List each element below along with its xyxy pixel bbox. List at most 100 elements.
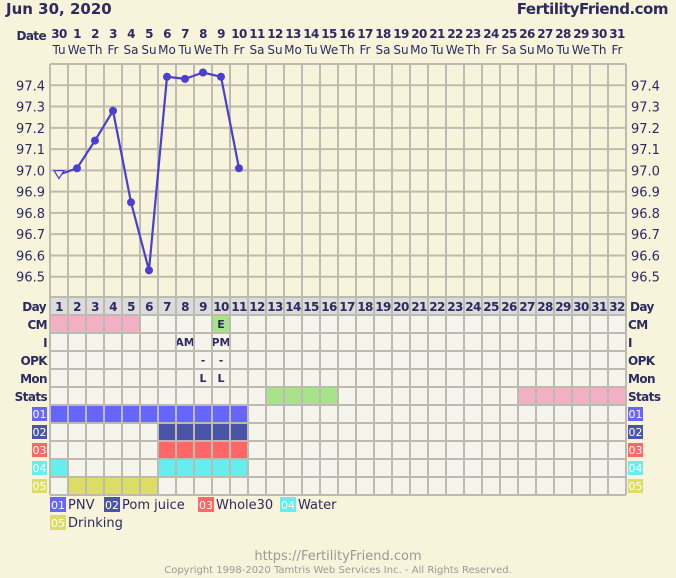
legend-code-badge	[198, 497, 214, 512]
row-cell-text: PM	[211, 336, 230, 349]
custom-cell-fill	[86, 477, 104, 495]
custom-cell-fill	[194, 405, 212, 423]
legend-code-badge	[104, 497, 120, 512]
date-number: 31	[609, 27, 625, 41]
cycle-day-number: 31	[591, 300, 607, 314]
legend-item-label: Drinking	[68, 516, 123, 531]
cycle-day-number: 5	[127, 300, 135, 314]
weekday-label: Th	[339, 43, 355, 57]
custom-cell-fill	[230, 405, 248, 423]
legend-item-label: Pom juice	[122, 498, 185, 513]
custom-code-badge-left	[32, 461, 47, 475]
row-cell-fill	[86, 315, 104, 333]
cycle-day-number: 15	[303, 300, 319, 314]
y-tick-label-left: 97.4	[16, 79, 45, 94]
custom-cell-fill	[68, 477, 86, 495]
cycle-day-number: 10	[213, 300, 229, 314]
custom-cell-fill	[212, 459, 230, 477]
custom-code-left: 02	[33, 426, 47, 439]
cycle-day-number: 11	[231, 300, 247, 314]
date-number: 21	[429, 27, 445, 41]
weekday-label: Th	[213, 43, 229, 57]
custom-cell-fill	[212, 441, 230, 459]
custom-code-badge-right	[628, 407, 643, 421]
weekday-label: Fr	[486, 43, 497, 57]
row-cell-text: L	[217, 372, 224, 385]
custom-cell-fill	[140, 477, 158, 495]
custom-cell-fill	[50, 405, 68, 423]
y-tick-label-left: 97.2	[16, 122, 45, 137]
legend-code-badge	[50, 497, 66, 512]
row-cell-fill	[518, 387, 536, 405]
cycle-day-number: 12	[249, 300, 265, 314]
custom-cell-fill	[122, 477, 140, 495]
date-number: 10	[231, 27, 247, 41]
legend-item-label: Water	[298, 498, 337, 513]
date-number: 14	[303, 27, 319, 41]
date-number: 29	[573, 27, 589, 41]
y-tick-label-left: 96.7	[16, 228, 45, 243]
cycle-day-number: 8	[181, 300, 189, 314]
y-tick-label-right: 96.7	[631, 228, 660, 243]
row-cell-fill	[320, 387, 338, 405]
weekday-label: Tu	[177, 43, 191, 57]
date-number: 27	[537, 27, 553, 41]
custom-code-right: 04	[629, 462, 643, 475]
date-number: 4	[127, 27, 135, 41]
custom-code-badge-left	[32, 425, 47, 439]
date-number: 7	[181, 27, 189, 41]
cycle-day-number: 6	[145, 300, 153, 314]
custom-cell-fill	[104, 477, 122, 495]
date-number: 18	[375, 27, 391, 41]
weekday-label: Th	[465, 43, 481, 57]
temperature-point	[163, 72, 171, 81]
row-cell-fill	[284, 387, 302, 405]
custom-code-right: 03	[629, 444, 643, 457]
custom-cell-fill	[158, 405, 176, 423]
row-label-opk: OPK	[21, 354, 49, 368]
temperature-point	[235, 164, 243, 173]
cycle-day-number: 1	[55, 300, 63, 314]
cycle-day-number: 28	[537, 300, 553, 314]
date-number: 11	[249, 27, 265, 41]
weekday-label: Mo	[158, 43, 176, 57]
cycle-day-number: 13	[267, 300, 283, 314]
custom-cell-fill	[50, 459, 68, 477]
custom-cell-fill	[230, 441, 248, 459]
cycle-day-number: 16	[321, 300, 337, 314]
legend-item-label: Whole30	[216, 498, 273, 513]
temperature-point	[91, 136, 99, 145]
legend-code: 02	[105, 499, 119, 512]
weekday-label: We	[194, 43, 213, 57]
y-tick-label-right: 97.1	[631, 143, 660, 158]
y-tick-label-left: 96.9	[16, 186, 45, 201]
custom-code-right: 02	[629, 426, 643, 439]
row-cell-fill	[50, 315, 68, 333]
custom-cell-fill	[194, 423, 212, 441]
date-row-label: Date	[16, 29, 46, 43]
row-cell-fill	[536, 387, 554, 405]
temperature-point	[109, 106, 117, 115]
custom-cell-fill	[212, 405, 230, 423]
custom-cell-fill	[212, 423, 230, 441]
y-tick-label-right: 97.4	[631, 79, 660, 94]
temperature-point	[199, 68, 207, 77]
cycle-day-number: 29	[555, 300, 571, 314]
temperature-point	[73, 164, 81, 173]
row-label-i: I	[43, 336, 47, 350]
weekday-label: Tu	[303, 43, 317, 57]
custom-code-badge-left	[32, 479, 47, 493]
date-number: 30	[591, 27, 607, 41]
date-number: 28	[555, 27, 571, 41]
legend-code-badge	[280, 497, 296, 512]
cycle-day-number: 22	[429, 300, 445, 314]
weekday-label: Th	[591, 43, 607, 57]
legend-code: 03	[199, 499, 213, 512]
weekday-label: Su	[267, 43, 282, 57]
date-number: 1	[73, 27, 81, 41]
date-number: 5	[145, 27, 153, 41]
custom-code-badge-left	[32, 443, 47, 457]
temperature-point	[127, 198, 135, 207]
custom-cell-fill	[176, 423, 194, 441]
row-cell-text: -	[219, 354, 224, 367]
